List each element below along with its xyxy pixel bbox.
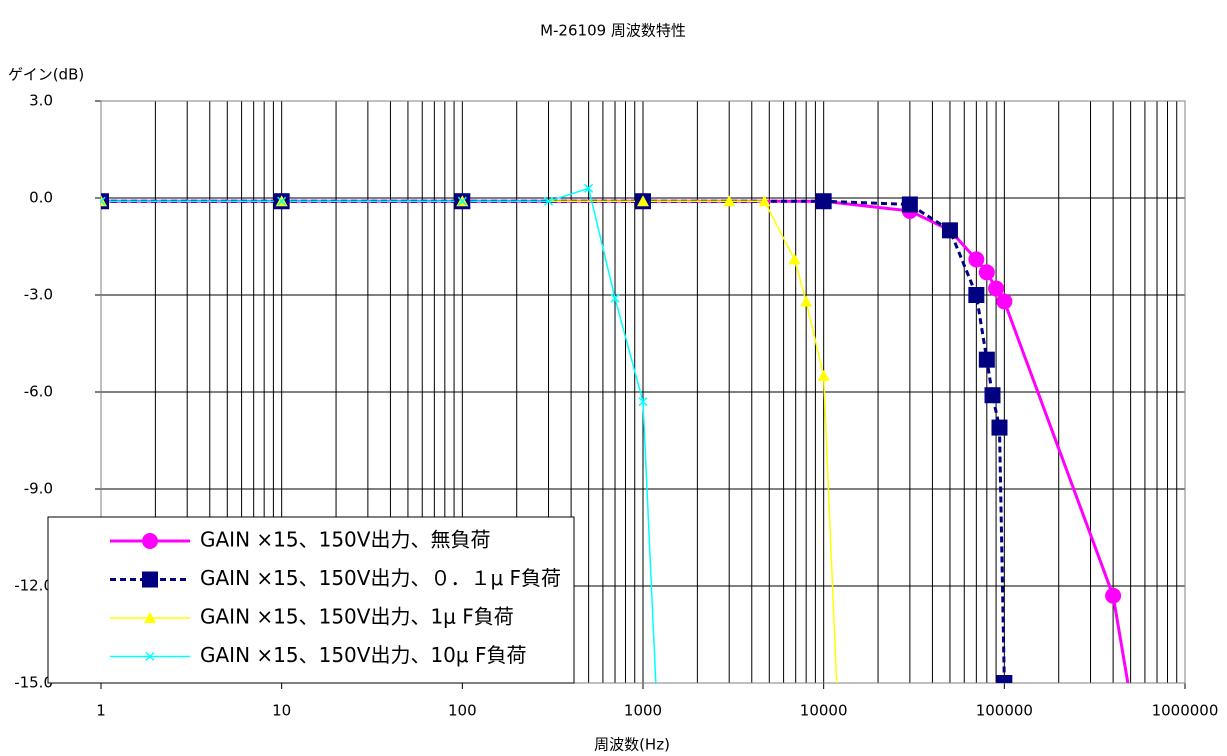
series-line xyxy=(101,187,657,683)
data-point xyxy=(788,253,801,265)
y-tick-label: -9.0 xyxy=(24,480,53,498)
plot-area xyxy=(101,183,1139,707)
data-point xyxy=(544,196,554,206)
legend-box xyxy=(47,516,575,684)
data-point xyxy=(758,195,771,207)
data-point xyxy=(968,251,985,268)
data-point xyxy=(901,196,918,213)
legend-marker xyxy=(142,571,158,588)
legend-label: GAIN ×15、150V出力、1μ F負荷 xyxy=(200,605,514,629)
data-point xyxy=(996,675,1013,683)
grid: 1 10 100 1000 10000 100000 1000000 -15.0 -12.0 -9… xyxy=(14,92,1218,720)
data-point xyxy=(277,196,287,206)
data-point xyxy=(815,193,832,210)
data-point xyxy=(996,293,1013,310)
x-tick-label: 1 xyxy=(96,702,106,720)
data-point xyxy=(638,397,648,407)
y-tick-label: -15.0 xyxy=(14,674,53,692)
data-point xyxy=(968,287,985,303)
data-point xyxy=(101,196,106,206)
legend-label: GAIN ×15、150V出力、無負荷 xyxy=(200,528,490,552)
y-tick-label: -3.0 xyxy=(24,286,53,304)
data-point xyxy=(101,193,109,210)
data-point xyxy=(457,196,467,206)
x-tick-label: 1000000 xyxy=(1152,702,1219,720)
data-point xyxy=(978,264,995,281)
legend-label: GAIN ×15、150V出力、10μ F負荷 xyxy=(200,643,527,667)
y-tick-label: -6.0 xyxy=(24,383,53,401)
legend: GAIN ×15、150V出力、無負荷 GAIN ×15、150V出力、０．１μ … xyxy=(47,516,575,684)
legend-marker xyxy=(145,651,155,662)
legend-label: GAIN ×15、150V出力、０．１μ F負荷 xyxy=(200,566,561,590)
x-axis-label: 周波数(Hz) xyxy=(594,736,670,754)
y-tick-label: 3.0 xyxy=(29,92,53,110)
legend-marker xyxy=(142,533,158,549)
data-point xyxy=(584,183,594,193)
x-tick-label: 10 xyxy=(272,702,291,720)
chart-title: M-26109 周波数特性 xyxy=(540,22,686,40)
x-tick-label: 100000 xyxy=(976,702,1033,720)
data-point xyxy=(610,293,620,303)
x-tick-label: 100 xyxy=(448,702,477,720)
data-point xyxy=(1123,691,1139,707)
x-tick-label: 1000 xyxy=(624,702,662,720)
data-point xyxy=(723,195,736,207)
data-point xyxy=(817,369,830,381)
data-point xyxy=(988,280,1005,297)
plot-border xyxy=(100,100,1186,684)
data-point xyxy=(991,419,1008,436)
data-point xyxy=(941,222,958,239)
data-point xyxy=(637,195,649,207)
data-point xyxy=(800,295,813,307)
y-tick-label: -12.0 xyxy=(14,577,53,595)
data-point xyxy=(978,351,995,368)
legend-marker xyxy=(144,612,156,623)
y-axis-label: ゲイン(dB) xyxy=(8,66,84,84)
y-tick-label: 0.0 xyxy=(29,189,53,207)
data-point xyxy=(984,387,1001,404)
x-tick-label: 10000 xyxy=(800,702,848,720)
data-point xyxy=(1105,587,1122,604)
